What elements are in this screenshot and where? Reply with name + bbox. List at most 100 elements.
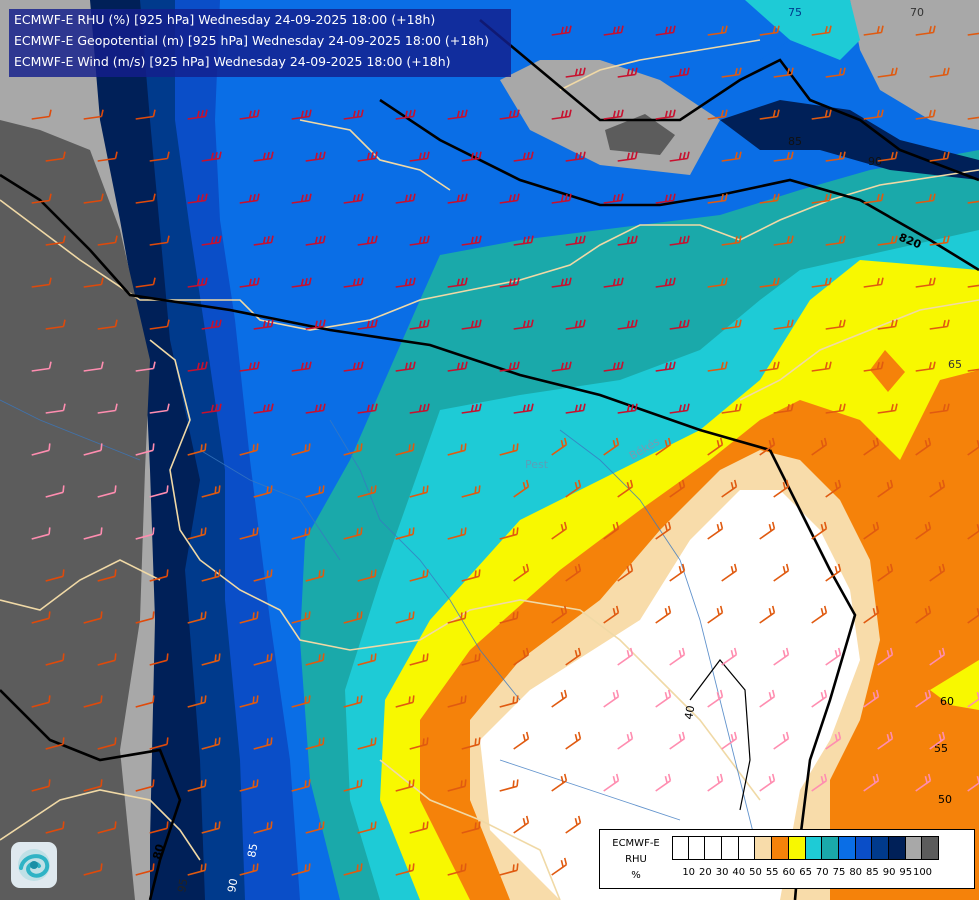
wind-barb — [149, 485, 169, 498]
wind-barb — [201, 821, 221, 834]
wind-barb — [135, 695, 155, 708]
wind-barb — [669, 731, 686, 750]
wind-barb — [929, 731, 946, 750]
wind-barb — [447, 193, 468, 204]
place-label-pest: Pest — [525, 458, 549, 471]
wind-barb — [461, 821, 481, 834]
wind-barb — [409, 569, 429, 582]
wind-barb — [201, 485, 221, 498]
wind-barb — [721, 563, 738, 582]
wind-barb — [447, 779, 467, 792]
wind-barb — [811, 605, 828, 624]
wind-barb — [447, 109, 468, 120]
wind-barb — [617, 151, 638, 162]
wind-barb — [239, 109, 260, 120]
wind-barb — [929, 647, 946, 666]
wind-barb — [343, 695, 363, 708]
rhu-label-65: 65 — [948, 358, 962, 371]
wind-barb — [31, 695, 51, 708]
wind-barb — [239, 527, 259, 540]
wind-barb — [97, 569, 117, 582]
wind-barb — [31, 109, 52, 120]
wind-barb — [395, 109, 416, 120]
wind-barb — [655, 109, 676, 120]
wind-barb — [513, 479, 530, 498]
wind-barb — [721, 67, 742, 78]
wind-barb — [707, 521, 724, 540]
wind-barb — [551, 773, 568, 792]
wind-barb — [253, 569, 273, 582]
legend-tick-label: 10 — [682, 867, 696, 878]
ecmwf-logo-graphic — [18, 849, 50, 881]
wind-barb — [565, 479, 582, 498]
wind-barb — [721, 731, 738, 750]
wind-barb — [513, 151, 534, 162]
legend-swatch — [688, 836, 706, 860]
wind-barb — [149, 403, 170, 414]
wind-barb — [603, 193, 624, 204]
wind-barb — [877, 647, 894, 666]
wind-barb — [461, 235, 482, 246]
wind-barb — [357, 235, 378, 246]
wind-barb — [863, 437, 880, 456]
legend-swatch — [838, 836, 856, 860]
legend-swatch — [905, 836, 923, 860]
wind-barb — [617, 563, 634, 582]
wind-barb — [773, 235, 794, 246]
wind-barb — [877, 235, 898, 246]
wind-barb — [499, 361, 520, 372]
wind-barb — [603, 521, 620, 540]
wind-barb — [915, 605, 932, 624]
wind-barb — [617, 647, 634, 666]
wind-barb — [83, 611, 103, 624]
wind-barb — [83, 193, 104, 204]
wind-barb — [305, 737, 325, 750]
legend-swatch — [855, 836, 873, 860]
wind-barb — [551, 109, 572, 120]
wind-barb — [707, 193, 728, 204]
wind-barb — [97, 151, 118, 162]
legend-tick-label: 30 — [715, 867, 729, 878]
wind-barb — [239, 361, 260, 372]
wind-barb — [357, 151, 378, 162]
wind-barb — [97, 319, 118, 330]
wind-barb — [513, 563, 530, 582]
wind-barb — [291, 443, 311, 456]
wind-barb — [499, 277, 520, 288]
wind-barb — [31, 527, 51, 540]
wind-barb — [863, 109, 884, 120]
legend-tick-label: 60 — [782, 867, 796, 878]
legend-title-variable: RHU — [625, 854, 647, 865]
wind-barb — [187, 109, 208, 120]
legend-tick-label: 80 — [849, 867, 863, 878]
wind-barb — [149, 737, 169, 750]
rhu-label-85b: 85 — [245, 842, 260, 858]
wind-barb — [305, 569, 325, 582]
wind-barb — [863, 193, 884, 204]
wind-barb — [825, 67, 846, 78]
wind-barb — [461, 569, 481, 582]
wind-barb — [811, 689, 828, 708]
wind-barb — [655, 361, 676, 372]
legend-tick-label: 95 — [899, 867, 913, 878]
rhu-label-85a: 85 — [788, 135, 802, 148]
wind-barb — [291, 361, 312, 372]
rhu-label-75: 75 — [788, 6, 802, 19]
wind-barb — [655, 277, 676, 288]
wind-barb — [239, 443, 259, 456]
rhu-label-60: 60 — [940, 695, 954, 708]
legend-tick-label: 40 — [732, 867, 746, 878]
wind-barb — [773, 563, 790, 582]
wind-barb — [721, 403, 742, 414]
wind-barb — [201, 403, 222, 414]
wind-barb — [395, 527, 415, 540]
wind-barb — [759, 773, 776, 792]
wind-barb — [83, 361, 104, 372]
wind-barb — [707, 361, 728, 372]
wind-barb — [551, 521, 568, 540]
wind-barb — [343, 277, 364, 288]
wind-barb — [565, 403, 586, 414]
rhu-label-70: 70 — [910, 6, 924, 19]
wind-barb — [45, 485, 65, 498]
wind-barb — [811, 193, 832, 204]
